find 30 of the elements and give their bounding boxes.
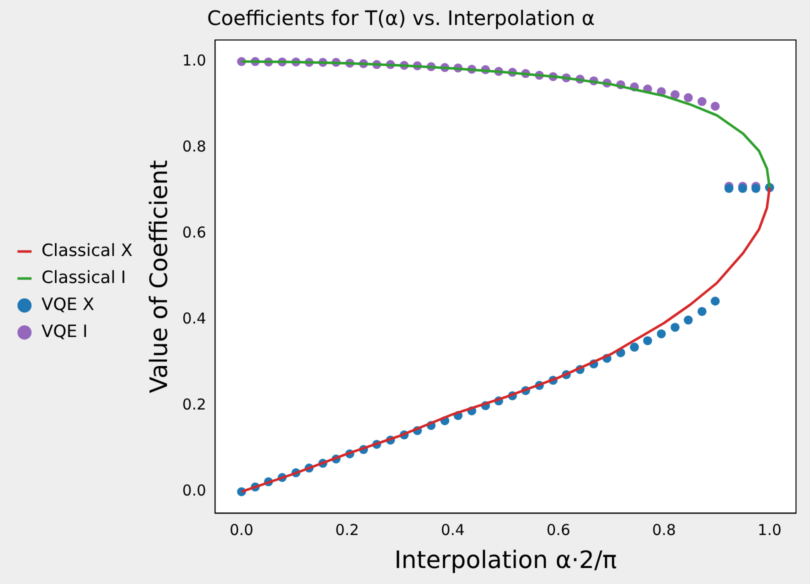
y-tick-label: 0.2: [182, 396, 206, 414]
y-tick-label: 0.8: [182, 137, 206, 156]
y-axis-title: Value of Coefficient: [145, 160, 174, 394]
y-tick-label: 0.6: [182, 223, 206, 242]
x-tick-label: 1.0: [758, 521, 782, 540]
point: [710, 296, 720, 306]
point: [670, 90, 680, 100]
legend-label: Classical X: [42, 240, 133, 261]
legend-label: VQE X: [42, 294, 95, 315]
x-tick-label: 0.8: [652, 521, 676, 540]
legend-label: Classical I: [42, 268, 126, 288]
x-tick-label: 0.6: [546, 521, 570, 540]
point: [643, 336, 652, 346]
y-tick-label: 0.4: [182, 310, 206, 328]
point: [630, 342, 639, 352]
point: [656, 329, 666, 338]
chart-title: Coefficients for T(α) vs. Interpolation α: [207, 6, 595, 30]
point: [670, 322, 680, 332]
point: [698, 97, 707, 106]
point: [684, 93, 693, 102]
x-tick-label: 0.2: [335, 521, 360, 540]
point: [684, 316, 693, 325]
y-tick-label: 0.0: [182, 482, 206, 500]
point: [710, 102, 720, 111]
x-tick-label: 0.4: [440, 521, 465, 540]
x-axis-title: Interpolation α·2/π: [394, 546, 617, 574]
point: [698, 306, 707, 316]
legend-label: VQE I: [42, 322, 88, 342]
x-tick-label: 0.0: [230, 521, 254, 540]
y-tick-label: 1.0: [182, 51, 206, 70]
